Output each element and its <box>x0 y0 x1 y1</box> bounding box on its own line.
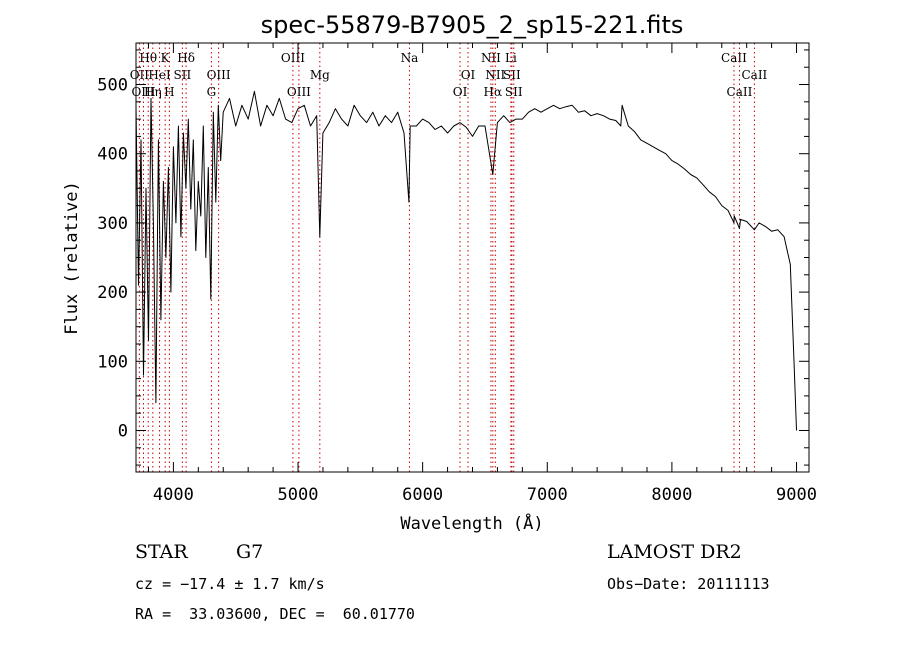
line-label-16: OI <box>461 68 476 82</box>
y-tick-label-2: 200 <box>97 283 128 303</box>
y-tick-label-4: 400 <box>97 145 128 165</box>
redshift-value: cz = −17.4 ± 1.7 km/s <box>135 575 325 593</box>
line-label-6: H <box>164 85 174 99</box>
x-axis: 4000 5000 6000 7000 8000 9000 <box>147 43 817 505</box>
subclass: G7 <box>236 541 264 563</box>
line-label-20: Li <box>505 51 517 65</box>
line-label-17: NII <box>481 51 501 65</box>
spectrum-line-0 <box>135 90 797 431</box>
line-label-4: HeI <box>148 68 171 82</box>
coordinates: RA = 33.03600, DEC = 60.01770 <box>135 605 415 623</box>
line-label-18: Hα <box>484 85 503 99</box>
x-tick-label-3: 7000 <box>527 485 568 505</box>
line-label-9: G <box>207 85 217 99</box>
line-label-2: OIII <box>131 85 155 99</box>
y-tick-label-3: 300 <box>97 214 128 234</box>
x-tick-label-2: 6000 <box>402 485 443 505</box>
y-tick-label-1: 100 <box>97 352 128 372</box>
line-label-25: CaII <box>741 68 767 82</box>
line-label-15: OI <box>453 85 468 99</box>
line-label-23: CaII <box>721 51 747 65</box>
line-label-19: NII <box>485 68 505 82</box>
obs-date: Obs−Date: 20111113 <box>607 575 770 593</box>
y-tick-label-0: 0 <box>118 421 128 441</box>
line-label-8: Hδ <box>177 51 195 65</box>
line-label-14: Na <box>401 51 419 65</box>
object-class: STAR <box>135 541 188 563</box>
line-label-22: SII <box>505 85 523 99</box>
x-axis-label: Wavelength (Å) <box>400 512 543 534</box>
plot-frame <box>135 42 810 473</box>
y-tick-label-5: 500 <box>97 76 128 96</box>
spectral-line-markers: HθOIIOIIIHηHeIKHSIIHδGOIIIOIIIOIIIMgNaOI… <box>130 43 768 472</box>
line-label-13: Mg <box>310 68 330 82</box>
y-axis: 0 100 200 300 400 500 <box>97 49 809 466</box>
x-tick-label-1: 5000 <box>278 485 319 505</box>
x-tick-label-0: 4000 <box>153 485 194 505</box>
line-label-7: SII <box>174 68 192 82</box>
line-label-5: K <box>161 51 171 65</box>
line-label-21: SII <box>503 68 521 82</box>
line-label-12: OIII <box>287 85 311 99</box>
line-label-10: OIII <box>207 68 231 82</box>
survey-name: LAMOST DR2 <box>607 541 742 563</box>
line-label-11: OIII <box>281 51 305 65</box>
line-label-1: OII <box>130 68 150 82</box>
line-label-3: Hη <box>144 85 162 99</box>
x-tick-label-5: 9000 <box>776 485 817 505</box>
flux-series <box>135 90 797 431</box>
chart-title: spec-55879-B7905_2_sp15-221.fits <box>261 11 684 39</box>
line-label-0: Hθ <box>139 51 157 65</box>
y-axis-label: Flux (relative) <box>62 181 82 335</box>
x-tick-label-4: 8000 <box>651 485 692 505</box>
line-label-24: CaII <box>727 85 753 99</box>
